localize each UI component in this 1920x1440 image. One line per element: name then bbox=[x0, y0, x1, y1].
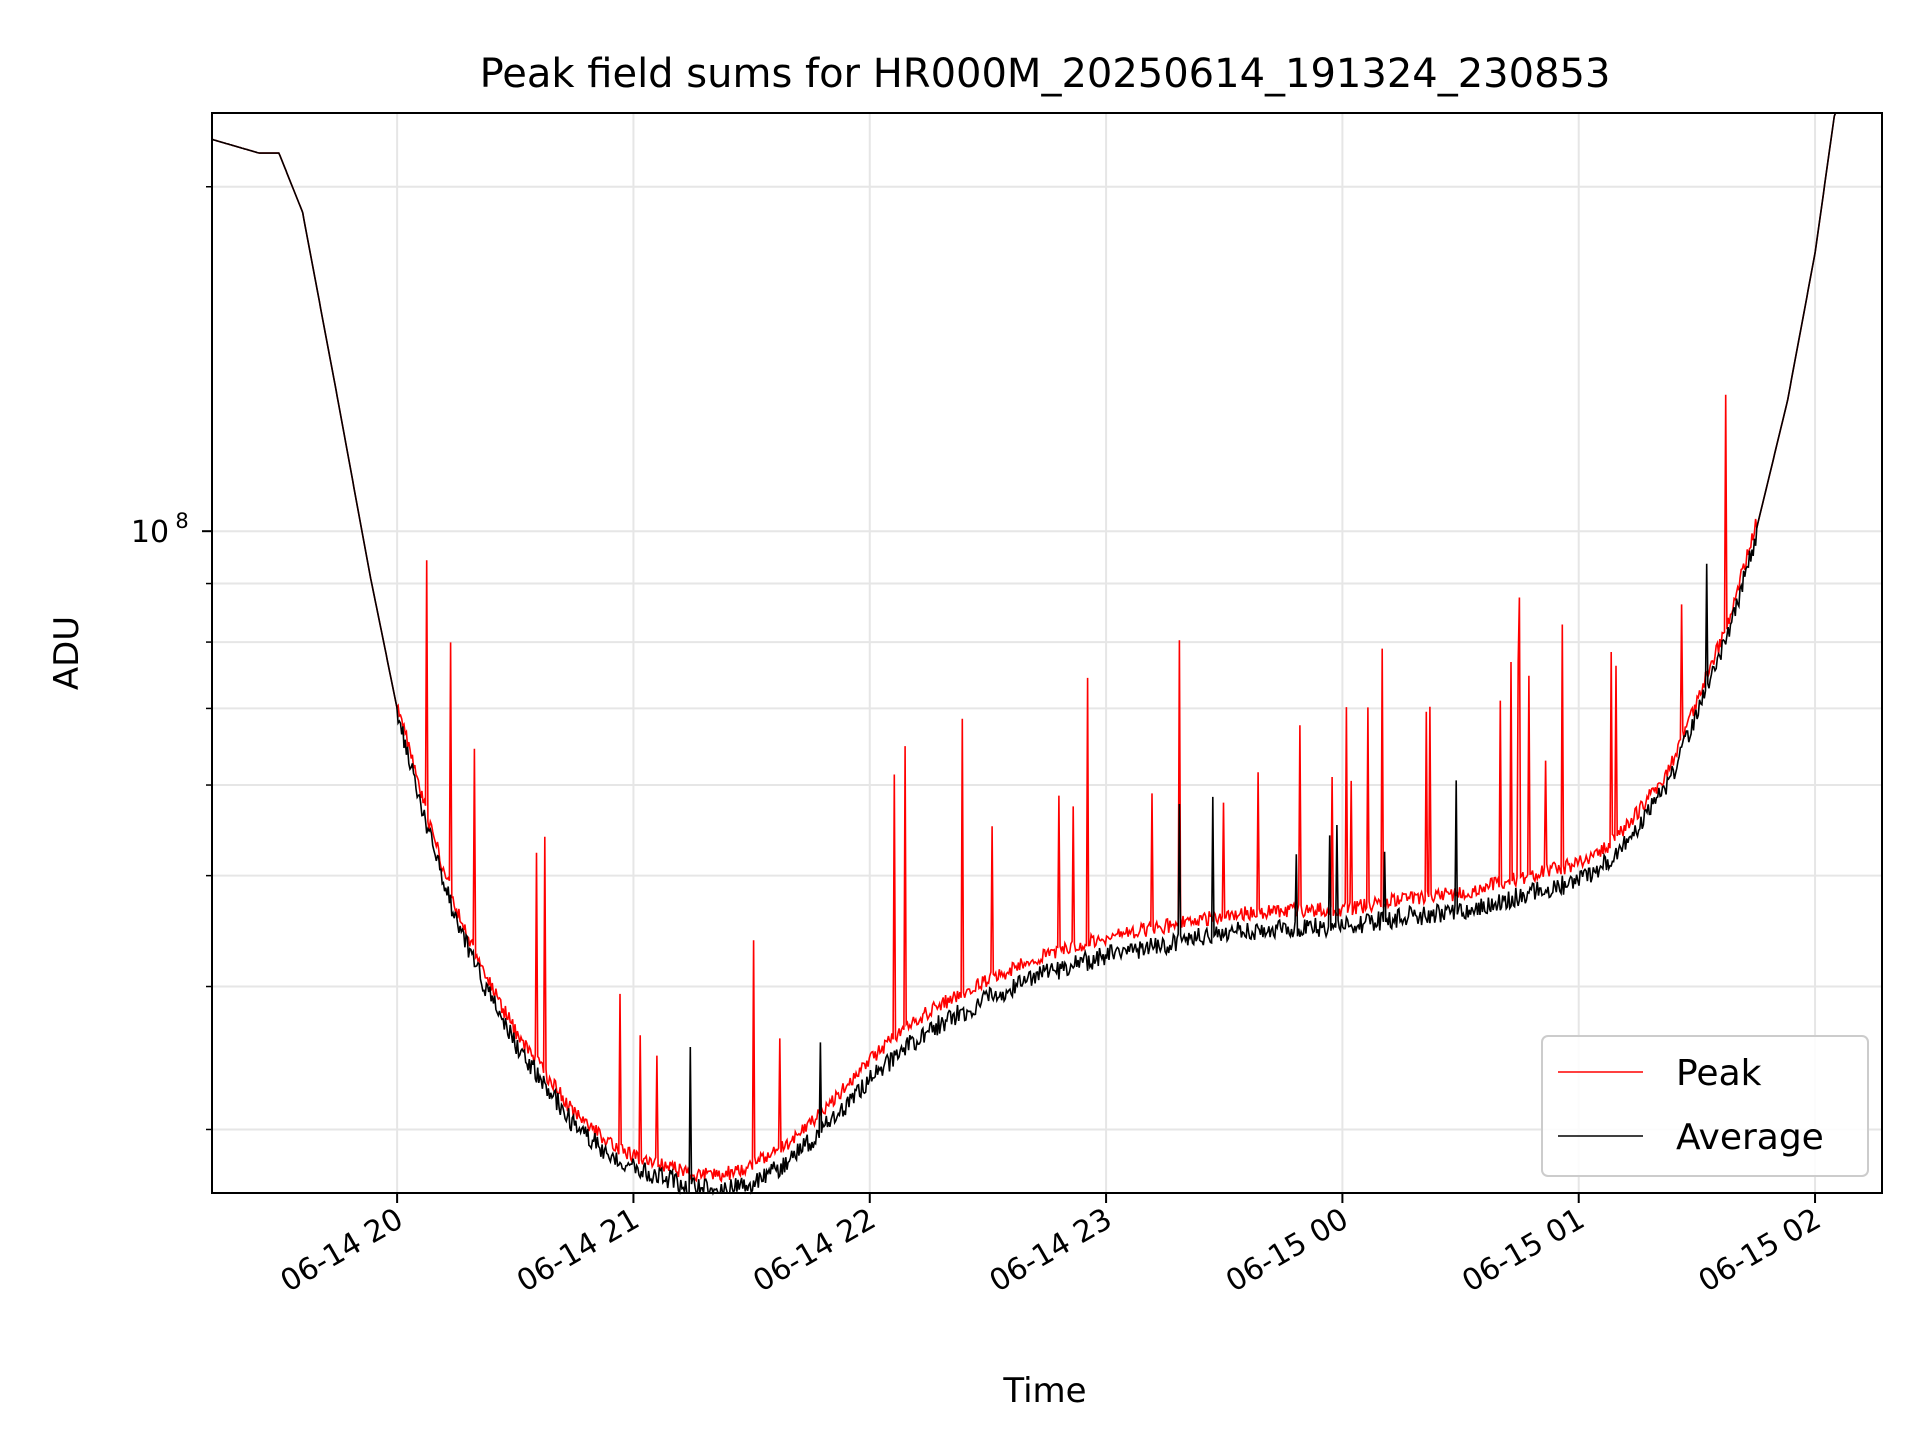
x-axis-label: Time bbox=[1002, 1371, 1086, 1411]
chart-title: Peak field sums for HR000M_20250614_1913… bbox=[480, 51, 1611, 97]
y-axis-ticks: 10 8 bbox=[131, 186, 212, 1131]
legend: Peak Average bbox=[1541, 1035, 1869, 1177]
series-line-average bbox=[211, 112, 1882, 1196]
legend-label-average: Average bbox=[1676, 1117, 1824, 1158]
y-tick-label: 10 bbox=[131, 515, 169, 550]
plot-frame bbox=[211, 112, 1883, 1194]
series-line-peak bbox=[211, 112, 1882, 1184]
grid bbox=[212, 113, 1882, 1193]
plot-lines bbox=[211, 112, 1882, 1196]
y-tick-exponent: 8 bbox=[175, 509, 188, 533]
y-axis-label: ADU bbox=[47, 616, 87, 690]
legend-box bbox=[1541, 1035, 1869, 1177]
legend-label-peak: Peak bbox=[1676, 1053, 1762, 1094]
